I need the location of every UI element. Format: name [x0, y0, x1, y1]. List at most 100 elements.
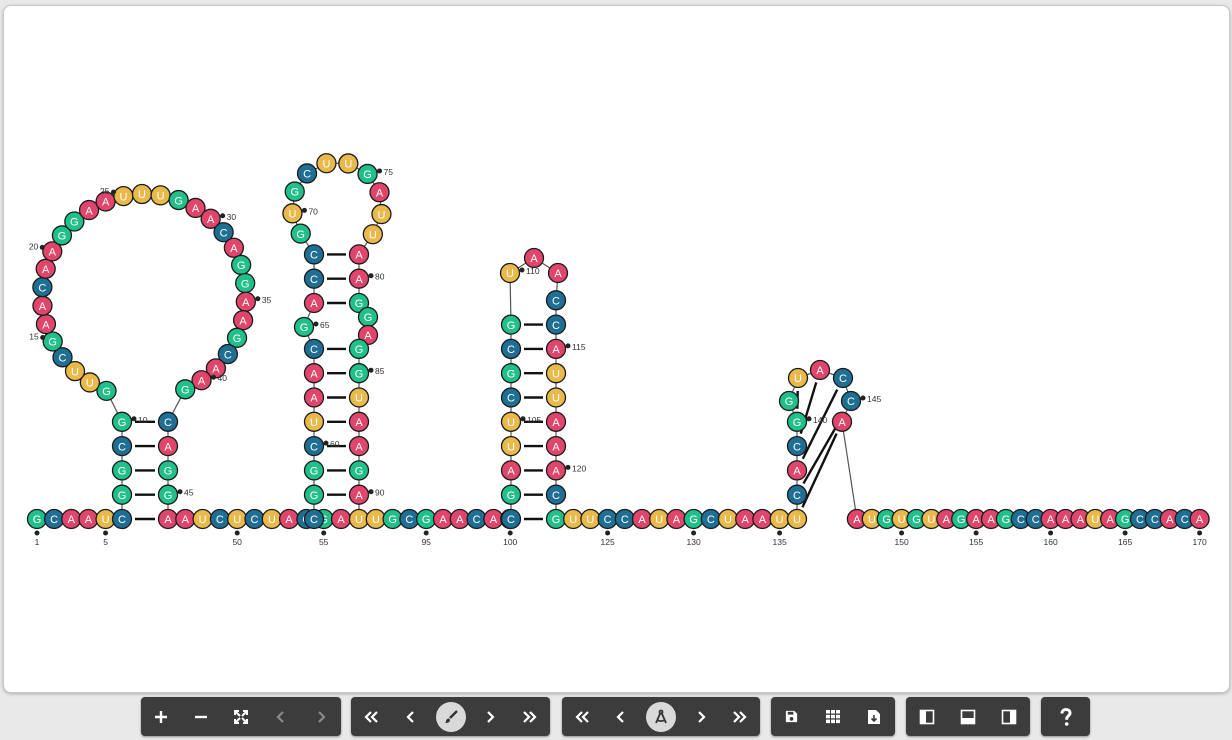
nucleotide[interactable]: U [365, 508, 386, 530]
nucleotide[interactable]: C [303, 508, 325, 530]
nucleotide[interactable]: A [303, 363, 325, 384]
nucleotide[interactable]: U [150, 185, 171, 206]
nucleotide[interactable]: C [244, 508, 265, 530]
nucleotide[interactable]: A [547, 262, 569, 284]
nucleotide[interactable]: A [1189, 508, 1210, 530]
nucleotide[interactable]: G [26, 508, 48, 530]
nucleotide[interactable]: A [278, 508, 300, 530]
nucleotide[interactable]: G [348, 363, 370, 384]
nucleotide[interactable]: U [563, 508, 584, 530]
nucleotide[interactable]: G [876, 508, 897, 530]
nucleotide[interactable]: G [64, 211, 85, 232]
nucleotide[interactable]: G [157, 484, 179, 505]
nucleotide[interactable]: U [499, 262, 521, 284]
nucleotide[interactable]: U [786, 508, 808, 530]
nucleotide[interactable]: A [61, 508, 82, 530]
nucleotide[interactable]: U [545, 387, 567, 408]
nucleotide[interactable]: U [64, 360, 86, 382]
nucleotide[interactable]: U [580, 508, 601, 530]
nucleotide[interactable]: C [52, 347, 73, 368]
nucleotide[interactable]: G [235, 272, 256, 294]
layout-next-button[interactable] [683, 697, 719, 736]
color-next-button[interactable] [472, 697, 508, 736]
nucleotide[interactable]: A [348, 244, 370, 265]
nucleotide[interactable]: C [111, 435, 133, 457]
bottom-panel-button[interactable] [950, 697, 986, 736]
layout-first-button[interactable] [564, 697, 600, 736]
nucleotide[interactable]: A [78, 199, 100, 221]
nucleotide[interactable]: G [42, 331, 63, 352]
nucleotide[interactable]: U [717, 508, 739, 530]
nucleotide[interactable]: G [786, 411, 808, 432]
nucleotide[interactable]: A [523, 247, 545, 269]
nucleotide[interactable]: C [43, 508, 65, 530]
paint-brush-button[interactable] [433, 697, 469, 736]
nucleotide[interactable]: A [35, 258, 56, 279]
nucleotide[interactable]: C [399, 508, 420, 530]
nucleotide[interactable]: A [330, 508, 352, 530]
nucleotide[interactable]: G [303, 460, 325, 481]
nucleotide[interactable]: G [778, 390, 800, 412]
layout-last-button[interactable] [722, 697, 758, 736]
nucleotide[interactable]: C [545, 290, 567, 311]
nucleotide[interactable]: G [303, 484, 325, 505]
nucleotide[interactable]: U [769, 508, 790, 530]
nucleotide[interactable]: C [597, 508, 618, 530]
nucleotide[interactable]: A [42, 241, 63, 262]
download-button[interactable] [856, 697, 892, 736]
nucleotide[interactable]: A [1159, 508, 1180, 530]
nucleotide[interactable]: U [282, 203, 303, 224]
nucleotide[interactable]: U [79, 372, 101, 393]
nucleotide[interactable]: A [157, 508, 179, 530]
nucleotide[interactable]: A [545, 435, 567, 457]
nucleotide[interactable]: A [157, 435, 179, 457]
nucleotide[interactable]: C [545, 314, 567, 335]
nucleotide[interactable]: U [227, 508, 248, 530]
nucleotide[interactable]: G [111, 411, 133, 432]
nucleotide[interactable]: U [192, 508, 213, 530]
nucleotide[interactable]: U [338, 153, 359, 174]
nucleotide[interactable]: A [235, 291, 256, 312]
nucleotide[interactable]: U [545, 363, 567, 384]
save-button[interactable] [774, 697, 810, 736]
nucleotide[interactable]: A [752, 508, 773, 530]
nucleotide[interactable]: C [157, 411, 179, 432]
zoom-in-button[interactable] [143, 697, 179, 736]
zoom-out-button[interactable] [183, 697, 219, 736]
nucleotide[interactable]: A [965, 508, 987, 530]
nucleotide[interactable]: U [500, 435, 522, 457]
nucleotide[interactable]: U [316, 153, 337, 174]
nucleotide[interactable]: C [500, 338, 522, 360]
nucleotide[interactable]: U [649, 508, 670, 530]
nucleotide[interactable]: G [357, 306, 379, 328]
right-panel-button[interactable] [991, 697, 1027, 736]
nucleotide[interactable]: A [831, 411, 853, 432]
nucleotide[interactable]: U [861, 508, 882, 530]
nucleotide[interactable]: A [35, 313, 57, 335]
nucleotide[interactable]: G [357, 163, 378, 185]
nucleotide[interactable]: C [111, 508, 133, 530]
nucleotide[interactable]: G [111, 484, 133, 505]
color-first-button[interactable] [353, 697, 389, 736]
nucleotide[interactable]: C [303, 435, 325, 457]
nucleotide[interactable]: G [500, 484, 522, 505]
nucleotide[interactable]: U [500, 411, 522, 432]
nucleotide[interactable]: A [545, 338, 567, 360]
nucleotide[interactable]: A [786, 460, 808, 481]
drafting-compass-button[interactable] [643, 697, 679, 736]
nucleotide[interactable]: C [786, 435, 808, 457]
nucleotide[interactable]: A [185, 197, 206, 219]
nucleotide[interactable]: A [545, 411, 567, 432]
nucleotide[interactable]: C [303, 244, 325, 265]
redo-button[interactable] [303, 697, 339, 736]
nucleotide[interactable]: G [96, 380, 117, 402]
nucleotide[interactable]: A [191, 370, 212, 391]
nucleotide[interactable]: U [348, 508, 370, 530]
nucleotide[interactable]: A [348, 411, 370, 432]
nucleotide[interactable]: C [296, 163, 318, 184]
nucleotide[interactable]: G [51, 225, 73, 246]
nucleotide[interactable]: G [284, 181, 305, 202]
nucleotide[interactable]: G [226, 327, 248, 348]
grid-button[interactable] [815, 697, 851, 736]
